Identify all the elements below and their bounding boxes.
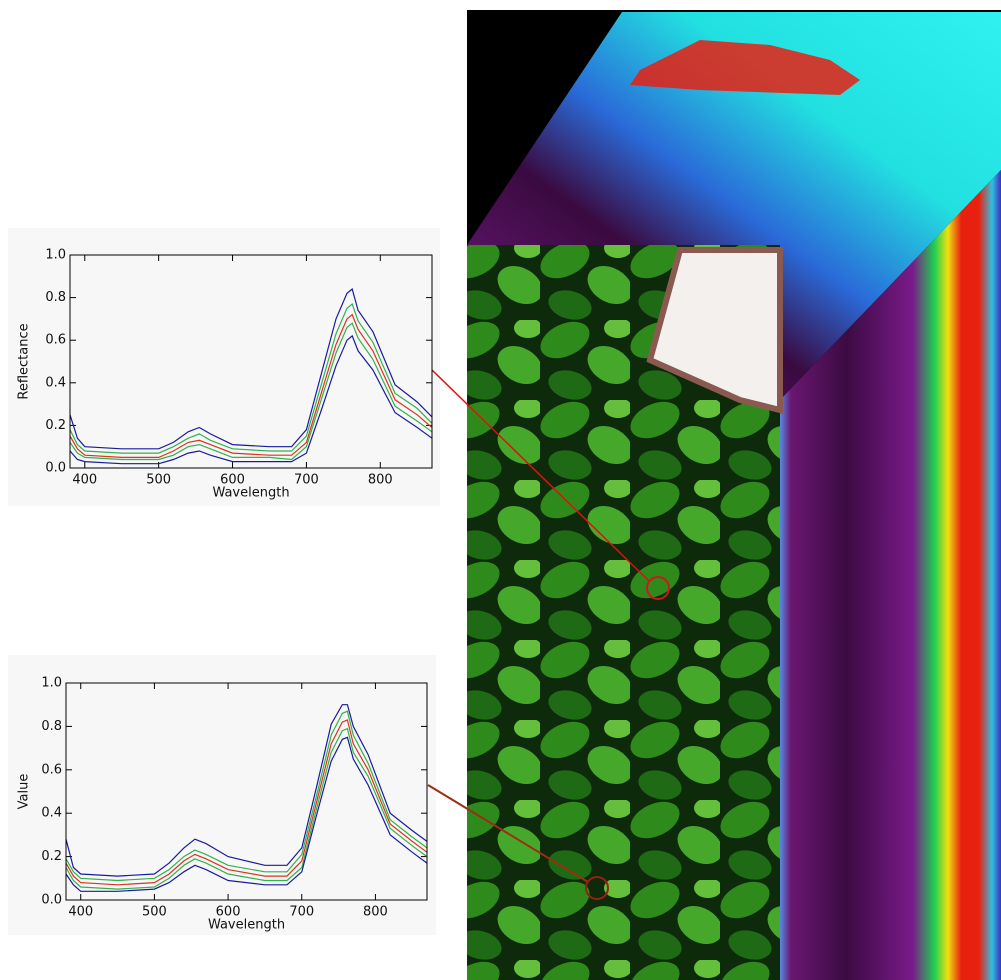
y-tick-label: 0.4: [41, 806, 62, 821]
y-axis-label: Reflectance: [17, 323, 32, 399]
connector-line: [431, 369, 651, 583]
x-tick-label: 800: [363, 905, 388, 920]
x-tick-label: 500: [142, 905, 167, 920]
y-tick-label: 1.0: [41, 676, 62, 691]
spectrum-line: [69, 322, 433, 461]
chart-panel: [8, 228, 440, 506]
x-axis-label: Wavelength: [208, 918, 285, 933]
x-axis-label: Wavelength: [212, 486, 289, 501]
y-tick-label: 0.8: [41, 719, 62, 734]
white-reference-panel: [646, 247, 783, 414]
hyperspectral-cube: [467, 10, 1001, 980]
y-tick-label: 0.2: [45, 418, 66, 433]
spectrum-line: [69, 334, 433, 465]
spectrum-line: [69, 313, 433, 458]
x-tick-label: 700: [289, 905, 314, 920]
sample-marker: [646, 576, 670, 600]
plot-frame: [65, 682, 428, 901]
cube-top-face: [467, 12, 1001, 400]
cube-right-face: [780, 170, 1001, 980]
spectrum-line: [65, 704, 428, 877]
spectrum-line: [65, 719, 428, 886]
y-tick-label: 0.6: [41, 762, 62, 777]
x-tick-label: 400: [72, 473, 97, 488]
y-tick-label: 0.4: [45, 375, 66, 390]
spectrum-line: [69, 288, 433, 450]
spectrum-line: [65, 710, 428, 882]
x-tick-label: 800: [368, 473, 393, 488]
plot-frame: [69, 254, 433, 469]
y-tick-label: 0.6: [45, 333, 66, 348]
y-tick-label: 0.8: [45, 290, 66, 305]
y-tick-label: 0.2: [41, 849, 62, 864]
y-tick-label: 0.0: [45, 461, 66, 476]
x-tick-label: 600: [220, 473, 245, 488]
x-tick-label: 600: [216, 905, 241, 920]
x-tick-label: 400: [68, 905, 93, 920]
sample-marker: [585, 876, 609, 900]
x-tick-label: 700: [294, 473, 319, 488]
top-hotspot: [630, 40, 860, 95]
y-tick-label: 0.0: [41, 893, 62, 908]
chart-panel: [8, 655, 436, 935]
spectrum-line: [65, 736, 428, 892]
y-axis-label: Value: [17, 774, 32, 810]
connector-line: [427, 784, 589, 883]
spectrum-line: [69, 302, 433, 454]
y-tick-label: 1.0: [45, 248, 66, 263]
x-tick-label: 500: [146, 473, 171, 488]
spectrum-line: [65, 727, 428, 890]
